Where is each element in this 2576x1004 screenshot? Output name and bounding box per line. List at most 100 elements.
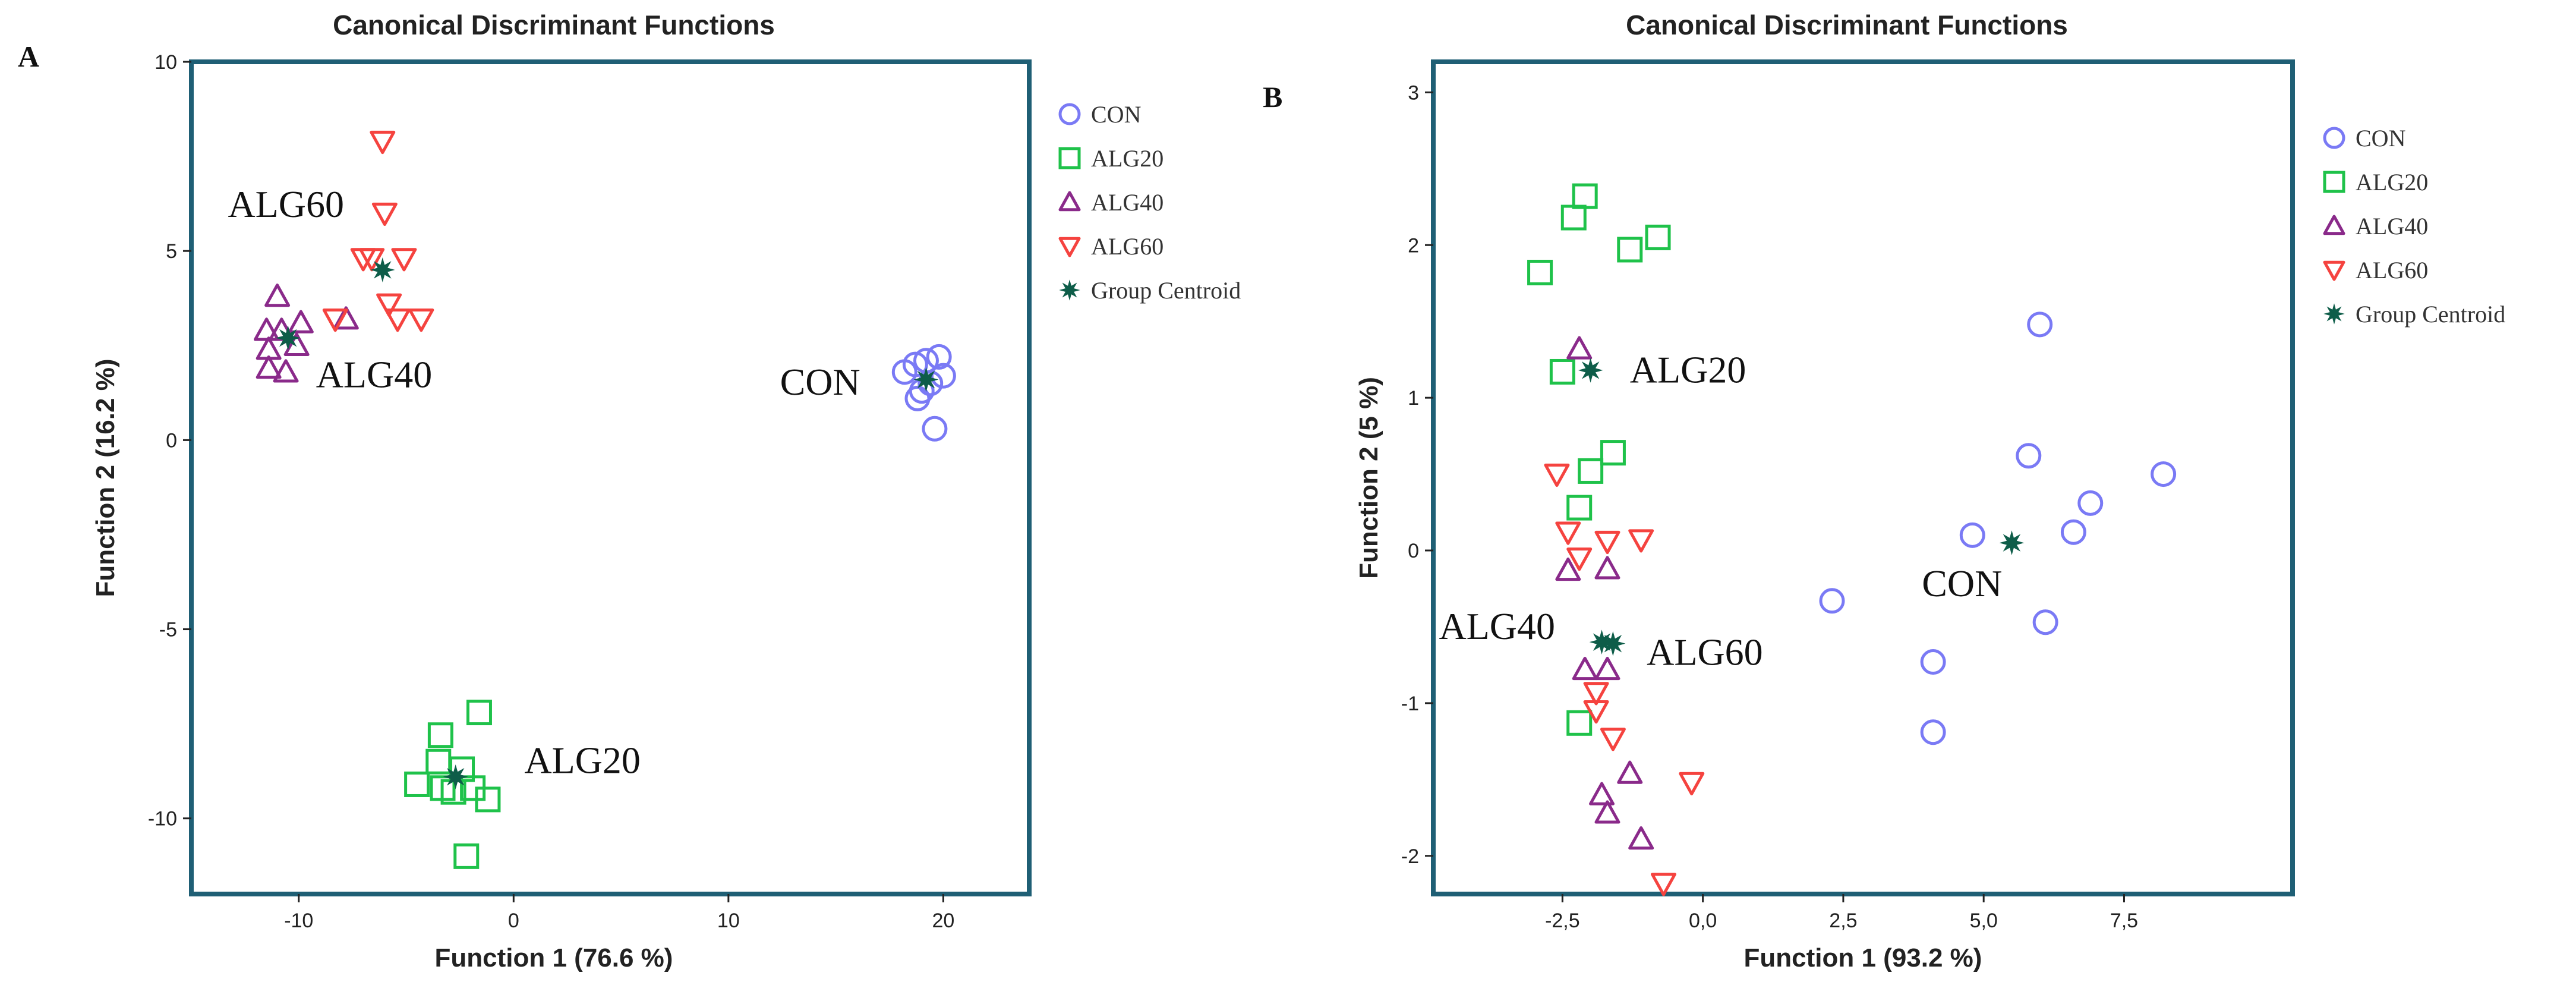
y-tick-label-a: -10 (148, 808, 177, 830)
legend-marker-alg60 (1058, 237, 1081, 257)
x-tick-label-a: 10 (717, 909, 740, 932)
x-tick-label-a: 0 (508, 909, 519, 932)
marks-b (1527, 183, 2177, 896)
alg20-point (404, 771, 430, 797)
con-point (2077, 490, 2104, 516)
alg60-point (371, 202, 398, 226)
alg60-point (1594, 530, 1620, 555)
legend-marker-con (2323, 127, 2345, 149)
panel-letter-b: B (1263, 80, 1282, 114)
annotations-b: ALG20 CON ALG40 ALG60 (1439, 348, 2002, 673)
panel-b: B Canonical Discriminant Functions -2,5 0… (1263, 10, 2505, 972)
x-axis-label-a: Function 1 (76.6 %) (435, 943, 673, 972)
alg20-point (466, 700, 492, 726)
alg20-point (1578, 458, 1604, 484)
x-tick-label-a: -10 (284, 909, 313, 932)
annotations-a: ALG60 ALG40 CON ALG20 (228, 183, 860, 781)
x-tick-label-b: -2,5 (1545, 909, 1580, 932)
legend-marker-alg60 (2323, 260, 2345, 281)
alg40-point (1572, 656, 1598, 681)
legend-marker-alg20 (2323, 171, 2345, 193)
alg60-point (1628, 529, 1654, 553)
alg60-point (1600, 728, 1626, 751)
x-tick-label-b: 7,5 (2110, 909, 2138, 932)
group-label-alg40: ALG40 (316, 353, 433, 395)
y-tick-label-b: 2 (1408, 234, 1419, 257)
legend-marker-con (1058, 103, 1081, 125)
alg20-point (1549, 358, 1575, 385)
group-centroid-point (1999, 530, 2025, 556)
panel-letter-a: A (18, 40, 39, 73)
legend-label-alg40: ALG40 (1091, 189, 1164, 216)
alg40-point (1555, 557, 1581, 581)
con-point (922, 416, 948, 442)
con-point (2032, 609, 2058, 635)
group-label-alg60: ALG60 (1647, 631, 1763, 673)
alg40-point (283, 332, 310, 356)
alg60-point (350, 248, 376, 272)
alg60-point (391, 248, 417, 272)
con-point (926, 344, 952, 370)
chart-title-a: Canonical Discriminant Functions (333, 10, 775, 40)
x-tick-label-b: 0,0 (1689, 909, 1717, 932)
alg60-point (1566, 547, 1593, 571)
y-tick-label-b: 1 (1408, 387, 1419, 410)
alg60-point (1679, 772, 1705, 795)
ticks-b: -2,5 0,0 2,5 5,0 7,5 3 2 1 0 -1 -2 (1401, 81, 2138, 932)
con-point (2027, 311, 2053, 338)
con-point (2060, 519, 2086, 545)
alg20-point (1566, 495, 1593, 521)
x-tick-label-a: 20 (932, 909, 954, 932)
legend-label-alg60: ALG60 (2356, 257, 2428, 284)
y-tick-label-a: 0 (166, 429, 177, 452)
con-point (891, 359, 917, 385)
legend-label-alg20: ALG20 (2356, 169, 2428, 196)
alg60-point (376, 293, 402, 317)
con-point (1920, 719, 1946, 745)
con-point (1819, 588, 1845, 614)
legend-marker-alg40 (2323, 215, 2345, 235)
plot-area-a (189, 59, 1032, 896)
y-tick-label-b: -2 (1401, 845, 1419, 868)
group-label-alg20: ALG20 (1630, 348, 1746, 391)
alg40-point (1589, 782, 1615, 805)
alg40-point (1594, 556, 1620, 580)
alg40-point (1594, 656, 1620, 681)
con-point (904, 385, 931, 411)
con-point (2016, 443, 2042, 469)
legend-label-group-centroid: Group Centroid (2356, 301, 2505, 328)
alg40-point (333, 306, 359, 330)
panel-a: A Canonical Discriminant Functions -10 0 1… (18, 10, 1241, 972)
group-centroid-point (275, 325, 301, 351)
legend-marker-group-centroid (1059, 279, 1080, 301)
legend-marker-group-centroid (2323, 303, 2345, 325)
y-tick-label-a: -5 (159, 619, 177, 641)
alg20-point (1617, 237, 1643, 263)
x-tick-label-b: 2,5 (1829, 909, 1857, 932)
alg40-point (256, 355, 282, 379)
x-axis-label-b: Function 1 (93.2 %) (1744, 943, 1982, 972)
y-tick-label-b: 3 (1408, 81, 1419, 104)
alg60-point (1544, 463, 1570, 487)
alg60-point (1583, 700, 1609, 724)
alg20-point (427, 722, 453, 748)
marks-a (254, 130, 956, 869)
legend-a: CON ALG20 ALG40 ALG60 Group Centroid (1058, 101, 1241, 304)
group-label-alg40: ALG40 (1439, 605, 1555, 647)
group-label-alg20: ALG20 (524, 739, 641, 781)
group-label-con: CON (1922, 562, 2002, 605)
chart-title-b: Canonical Discriminant Functions (1626, 10, 2068, 40)
alg60-point (1583, 682, 1609, 706)
con-point (1959, 522, 1985, 548)
alg40-point (288, 310, 314, 333)
alg20-point (1645, 224, 1671, 250)
con-point (2151, 461, 2177, 487)
con-point (917, 370, 944, 396)
con-point (1920, 649, 1946, 675)
alg20-point (475, 786, 501, 813)
alg20-point (1560, 204, 1587, 231)
group-label-con: CON (780, 361, 860, 403)
group-centroid-point (1578, 357, 1603, 383)
alg40-point (1617, 760, 1643, 784)
